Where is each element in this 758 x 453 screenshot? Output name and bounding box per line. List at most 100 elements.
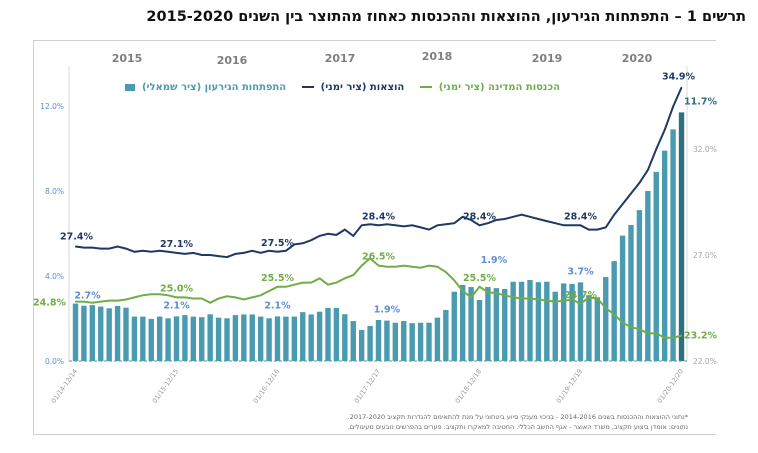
revenue-point bbox=[361, 265, 363, 267]
revenue-point bbox=[462, 290, 464, 292]
deficit-bar bbox=[510, 281, 516, 361]
expenditure-point bbox=[243, 252, 245, 254]
year-label: 2019 bbox=[532, 52, 563, 65]
expenditure-point bbox=[293, 243, 295, 245]
expenditure-point bbox=[672, 106, 674, 108]
revenue-point bbox=[403, 265, 405, 267]
deficit-bar bbox=[434, 317, 441, 361]
expenditure-point bbox=[83, 246, 85, 249]
deficit-bar bbox=[586, 295, 592, 361]
revenue-point bbox=[504, 294, 506, 296]
revenue-point bbox=[512, 296, 514, 298]
expenditure-point bbox=[537, 218, 540, 220]
legend-item-expenditure: הוצאות (ציר ימני) bbox=[302, 82, 404, 93]
deficit-bar bbox=[72, 303, 79, 361]
year-label: 2015 bbox=[112, 52, 143, 65]
expenditure-point bbox=[554, 222, 556, 224]
deficit-bar bbox=[560, 283, 567, 361]
revenue-point bbox=[293, 284, 295, 286]
deficit-bar bbox=[190, 316, 197, 361]
expenditure-point bbox=[470, 219, 472, 221]
x-tick-label: 01/19-12/19 bbox=[555, 368, 584, 405]
deficit-bar bbox=[241, 314, 247, 361]
deficit-bar bbox=[81, 305, 87, 361]
expenditure-point bbox=[260, 252, 262, 254]
revenue-point bbox=[605, 307, 607, 309]
revenue-point bbox=[74, 301, 77, 303]
deficit-bar bbox=[249, 314, 255, 361]
revenue-point bbox=[217, 297, 220, 300]
expenditure-point bbox=[167, 251, 169, 253]
expenditure-point bbox=[302, 242, 304, 244]
expenditure-point bbox=[327, 233, 329, 235]
revenue-point bbox=[251, 296, 253, 298]
deficit-bar bbox=[148, 318, 154, 361]
deficit-bar bbox=[283, 316, 289, 361]
expenditure-point bbox=[680, 86, 683, 89]
legend-item-deficit: התפתחות הגירעון (ציר שמאלי) bbox=[125, 82, 286, 93]
deficit-bar bbox=[358, 329, 365, 361]
deficit-bar bbox=[156, 316, 163, 361]
deficit-bar bbox=[333, 307, 340, 361]
revenue-point bbox=[159, 293, 161, 295]
expenditure-point bbox=[638, 182, 641, 184]
revenue-point bbox=[133, 296, 136, 298]
revenue-point bbox=[546, 299, 548, 302]
deficit-bar bbox=[401, 321, 407, 361]
deficit-bar bbox=[114, 305, 121, 361]
revenue-point bbox=[108, 299, 110, 302]
revenue-point bbox=[260, 294, 262, 296]
expenditure-point bbox=[344, 228, 346, 231]
revenue-point bbox=[655, 332, 657, 335]
expenditure-point bbox=[310, 239, 312, 241]
deficit-bar bbox=[266, 318, 272, 361]
legend-line-swatch-icon bbox=[420, 86, 433, 88]
data-label: 28.4% bbox=[463, 211, 496, 222]
deficit-bar bbox=[485, 287, 491, 361]
expenditure-point bbox=[453, 222, 455, 224]
right-axis-tick-label: 32.0% bbox=[693, 145, 717, 154]
expenditure-point bbox=[318, 235, 321, 237]
deficit-bar bbox=[392, 322, 399, 361]
expenditure-point bbox=[563, 224, 565, 226]
expenditure-point bbox=[478, 224, 481, 226]
expenditure-point bbox=[125, 248, 127, 250]
expenditure-point bbox=[352, 235, 354, 237]
expenditure-point bbox=[546, 220, 548, 222]
expenditure-point bbox=[201, 254, 203, 256]
x-tick-label: 01/14-12/14 bbox=[50, 368, 79, 405]
deficit-bar bbox=[165, 318, 171, 361]
data-label: 26.5% bbox=[362, 252, 395, 263]
expenditure-point bbox=[630, 192, 632, 195]
revenue-point bbox=[83, 301, 85, 303]
chart-title: תרשים 1 – התפתחות הגירעון, ההוצאות וההכנ… bbox=[146, 9, 746, 25]
expenditure-point bbox=[108, 248, 110, 250]
data-label: 1.9% bbox=[481, 255, 508, 266]
deficit-bar bbox=[384, 320, 390, 361]
expenditure-point bbox=[175, 252, 178, 254]
deficit-bar bbox=[451, 291, 457, 361]
data-label: 28.4% bbox=[362, 211, 395, 222]
revenue-point bbox=[116, 299, 119, 302]
expenditure-point bbox=[159, 250, 161, 252]
expenditure-point bbox=[664, 129, 666, 131]
legend-line-swatch-icon bbox=[302, 86, 315, 88]
revenue-point bbox=[369, 257, 371, 259]
deficit-bar bbox=[645, 191, 651, 361]
x-tick-label: 01/15-12/15 bbox=[151, 368, 180, 405]
expenditure-point bbox=[520, 214, 523, 216]
data-label: 27.4% bbox=[60, 232, 93, 243]
revenue-point bbox=[664, 337, 666, 339]
revenue-point bbox=[344, 277, 346, 279]
data-label: 27.5% bbox=[261, 238, 294, 249]
deficit-bar bbox=[502, 288, 508, 361]
deficit-bar bbox=[426, 322, 432, 361]
revenue-point bbox=[419, 267, 422, 269]
expenditure-point bbox=[605, 226, 607, 229]
revenue-point bbox=[630, 326, 632, 328]
expenditure-point bbox=[647, 169, 649, 171]
revenue-point bbox=[91, 302, 93, 304]
expenditure-point bbox=[268, 250, 270, 252]
deficit-bar bbox=[670, 129, 676, 361]
revenue-point bbox=[335, 281, 338, 284]
